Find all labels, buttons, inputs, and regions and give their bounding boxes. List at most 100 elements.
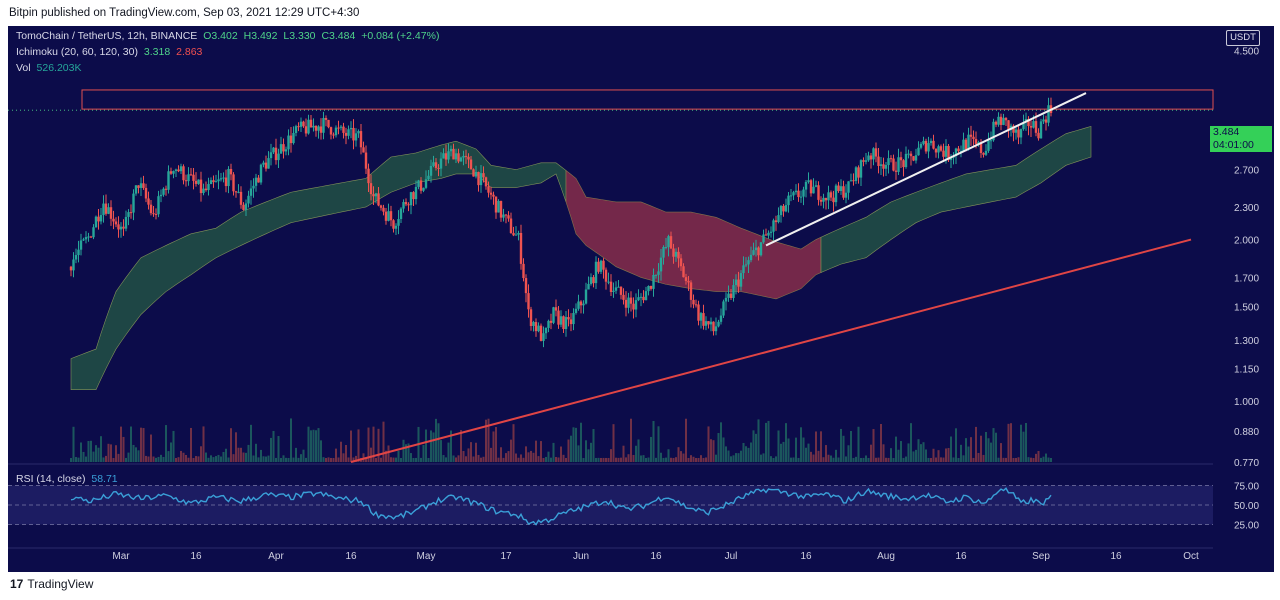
candle-body — [207, 184, 210, 191]
candle-body — [369, 183, 373, 195]
support-trendline — [350, 238, 1192, 463]
candle-body — [544, 327, 548, 334]
time-tick-label: Apr — [268, 551, 284, 562]
volume-bar — [250, 424, 252, 462]
candle-body — [452, 148, 455, 160]
candle-body — [999, 116, 1003, 125]
candle-body — [644, 291, 648, 301]
volume-bar — [992, 428, 995, 462]
price-chart[interactable]: 4.5003.1002.7002.3002.0001.7001.5001.300… — [8, 26, 1274, 572]
candle-body — [362, 147, 365, 153]
volume-bar — [1042, 456, 1045, 462]
candle-body — [397, 219, 400, 226]
volume-bar — [217, 454, 220, 462]
candle-body — [877, 156, 880, 166]
candle-body — [569, 319, 573, 325]
candle-body — [214, 181, 218, 183]
candle-body — [757, 247, 760, 256]
volume-bar — [800, 427, 802, 462]
candle-body — [887, 158, 890, 166]
rsi-tick-label: 75.00 — [1234, 482, 1259, 493]
candle-body — [539, 325, 543, 341]
volume-bar — [1047, 457, 1050, 462]
volume-bar — [590, 442, 592, 462]
candle-body — [854, 167, 858, 182]
volume-bar — [222, 451, 225, 462]
candle-body — [852, 180, 855, 182]
volume-bar — [100, 436, 102, 462]
volume-bar — [385, 450, 387, 462]
volume-bar — [875, 457, 877, 462]
candle-body — [1007, 120, 1010, 131]
volume-bar — [620, 457, 622, 462]
candle-body — [884, 165, 888, 169]
candle-body — [277, 153, 280, 161]
chart-frame[interactable]: 4.5003.1002.7002.3002.0001.7001.5001.300… — [8, 26, 1274, 572]
candle-body — [557, 310, 560, 325]
volume-bar — [467, 448, 470, 462]
candle-body — [762, 234, 765, 243]
volume-bar — [697, 458, 700, 462]
candle-body — [1042, 119, 1045, 122]
candle-body — [759, 242, 763, 256]
candle-body — [237, 191, 240, 193]
volume-bar — [292, 457, 295, 462]
volume-bar — [982, 454, 985, 462]
volume-bar — [657, 426, 660, 462]
time-tick-label: 16 — [345, 551, 357, 562]
rsi-legend: RSI (14, close) 58.71 — [16, 473, 121, 485]
volume-bar — [395, 457, 397, 462]
volume-bar — [352, 457, 355, 462]
volume-bar — [630, 418, 632, 462]
volume-bar — [835, 449, 837, 462]
volume-bar — [420, 457, 422, 462]
candle-body — [124, 216, 128, 229]
candle-body — [197, 179, 200, 184]
candle-body — [99, 215, 103, 222]
candle-body — [637, 297, 640, 301]
volume-bar — [367, 427, 370, 462]
candle-body — [139, 183, 143, 188]
volume-bar — [542, 457, 545, 462]
volume-bar — [330, 457, 332, 462]
volume-bar — [532, 452, 535, 462]
volume-bar — [792, 457, 795, 462]
candle-body — [464, 155, 468, 157]
volume-bar — [1017, 457, 1020, 462]
volume-bar — [170, 442, 172, 462]
volume-bar — [540, 441, 542, 462]
candle-body — [254, 177, 258, 186]
tradingview-logo[interactable]: 17 TradingView — [10, 577, 93, 591]
volume-bar — [410, 453, 412, 462]
tradingview-brand: TradingView — [27, 577, 94, 591]
candle-body — [954, 148, 958, 156]
volume-bar — [1020, 424, 1022, 462]
candle-body — [799, 196, 803, 198]
candle-body — [602, 260, 605, 270]
volume-bar — [447, 442, 450, 462]
candle-body — [1014, 129, 1018, 133]
candle-body — [947, 145, 950, 161]
candle-body — [689, 282, 693, 300]
volume-bar — [612, 424, 615, 462]
volume-bar — [1015, 457, 1017, 462]
candle-body — [72, 259, 75, 271]
volume-bar — [457, 455, 460, 462]
volume-bar — [550, 457, 552, 462]
candle-body — [187, 174, 190, 182]
volume-bar — [185, 455, 187, 462]
volume-bar — [937, 450, 940, 462]
volume-bar — [507, 451, 510, 462]
candle-body — [534, 322, 538, 332]
volume-bar — [495, 427, 497, 462]
volume-bar — [635, 445, 637, 462]
volume-bar — [562, 454, 565, 462]
currency-button[interactable]: USDT — [1226, 30, 1260, 46]
candle-body — [929, 140, 933, 144]
candle-body — [927, 143, 930, 152]
candle-body — [914, 155, 918, 161]
candle-body — [709, 321, 713, 325]
volume-bar — [1032, 457, 1035, 462]
candle-body — [527, 293, 530, 310]
candle-body — [474, 171, 478, 177]
